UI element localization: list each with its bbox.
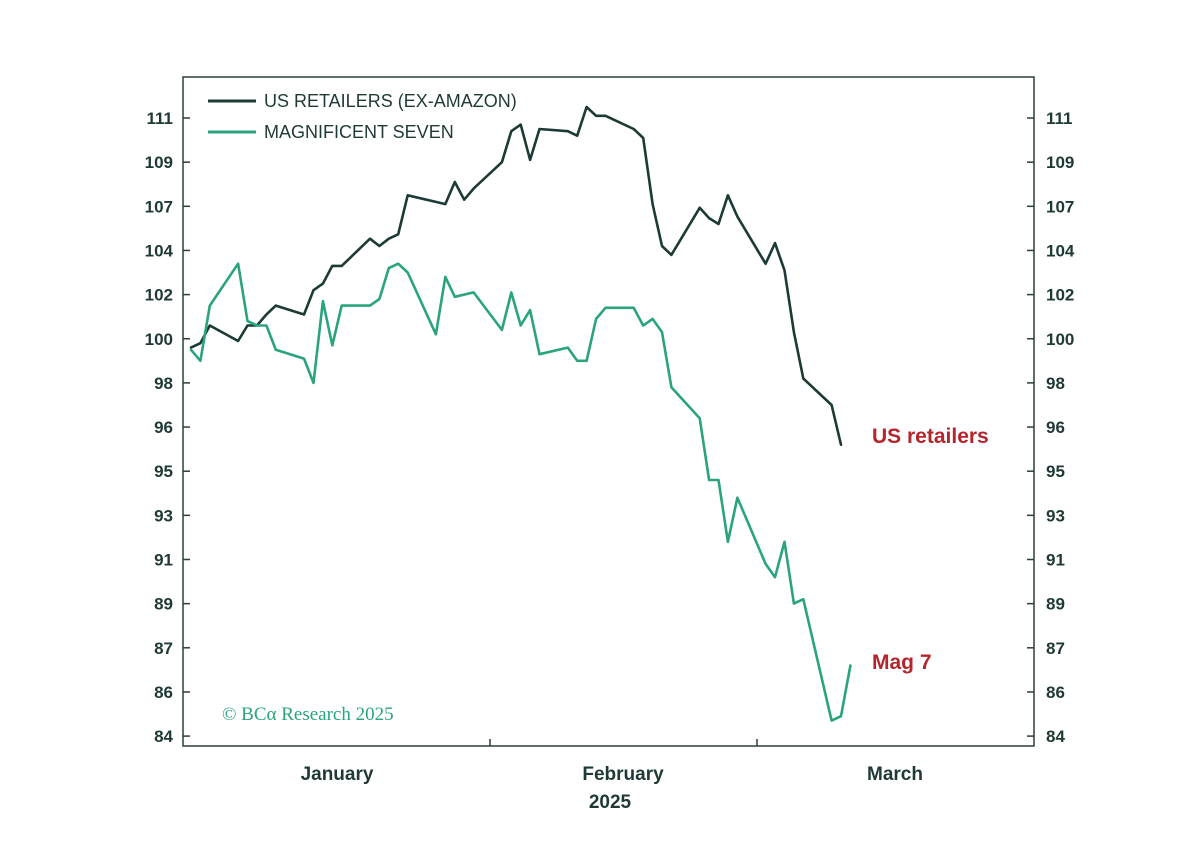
y-tick-label-right-111: 111 (1046, 109, 1073, 128)
y-axis-right: 84 86 87 89 91 93 95 96 98 100 102 104 107 109 111 (1027, 109, 1075, 746)
series-line-us-retailers (189, 105, 843, 447)
x-month-label-february: February (582, 764, 664, 785)
y-tick-label-right-100: 100 (1046, 330, 1074, 349)
y-tick-label-left-109: 109 (145, 153, 173, 172)
y-tick-label-left-102: 102 (145, 286, 173, 305)
y-tick-label-right-96: 96 (1046, 418, 1065, 437)
y-tick-label-right-102: 102 (1046, 286, 1074, 305)
series-line-magnificent-seven (189, 262, 852, 722)
y-tick-label-right-86: 86 (1046, 683, 1065, 702)
y-tick-label-left-100: 100 (145, 330, 173, 349)
y-tick-label-right-93: 93 (1046, 506, 1065, 525)
y-tick-label-left-107: 107 (145, 197, 173, 216)
y-tick-label-left-89: 89 (154, 595, 173, 614)
plot-area-border (182, 76, 1035, 747)
y-tick-label-right-109: 109 (1046, 153, 1074, 172)
y-tick-label-left-96: 96 (154, 418, 173, 437)
y-tick-label-right-104: 104 (1046, 241, 1075, 260)
legend: US RETAILERS (EX-AMAZON) MAGNIFICENT SEV… (208, 91, 517, 142)
y-tick-label-right-89: 89 (1046, 595, 1065, 614)
y-tick-label-left-86: 86 (154, 683, 173, 702)
plot-frame (182, 76, 1035, 747)
y-tick-label-left-111: 111 (147, 109, 174, 128)
end-label-us-retailers: US retailers (872, 425, 989, 448)
y-tick-label-right-107: 107 (1046, 197, 1074, 216)
x-month-label-january: January (301, 764, 374, 785)
series-layer (189, 105, 852, 722)
x-month-label-march: March (867, 764, 923, 785)
y-tick-label-left-98: 98 (154, 374, 173, 393)
x-year-label: 2025 (589, 792, 632, 813)
y-tick-label-right-84: 84 (1046, 727, 1065, 746)
legend-label-us-retailers: US RETAILERS (EX-AMAZON) (264, 91, 517, 111)
y-tick-label-right-98: 98 (1046, 374, 1065, 393)
end-label-mag-7: Mag 7 (872, 651, 932, 674)
y-tick-label-left-91: 91 (154, 551, 173, 570)
y-tick-label-left-93: 93 (154, 506, 173, 525)
legend-label-magnificent-seven: MAGNIFICENT SEVEN (264, 122, 454, 142)
y-axis-left: 84 86 87 89 91 93 95 96 98 100 102 104 107 109 111 (145, 109, 190, 746)
y-tick-label-right-95: 95 (1046, 462, 1065, 481)
copyright-text: © BCα Research 2025 (222, 704, 394, 725)
y-tick-label-right-87: 87 (1046, 639, 1065, 658)
y-tick-label-left-84: 84 (154, 727, 173, 746)
y-tick-label-left-95: 95 (154, 462, 173, 481)
y-tick-label-left-104: 104 (145, 241, 174, 260)
y-tick-label-right-91: 91 (1046, 551, 1065, 570)
y-tick-label-left-87: 87 (154, 639, 173, 658)
x-axis: January February March 2025 (301, 739, 923, 813)
